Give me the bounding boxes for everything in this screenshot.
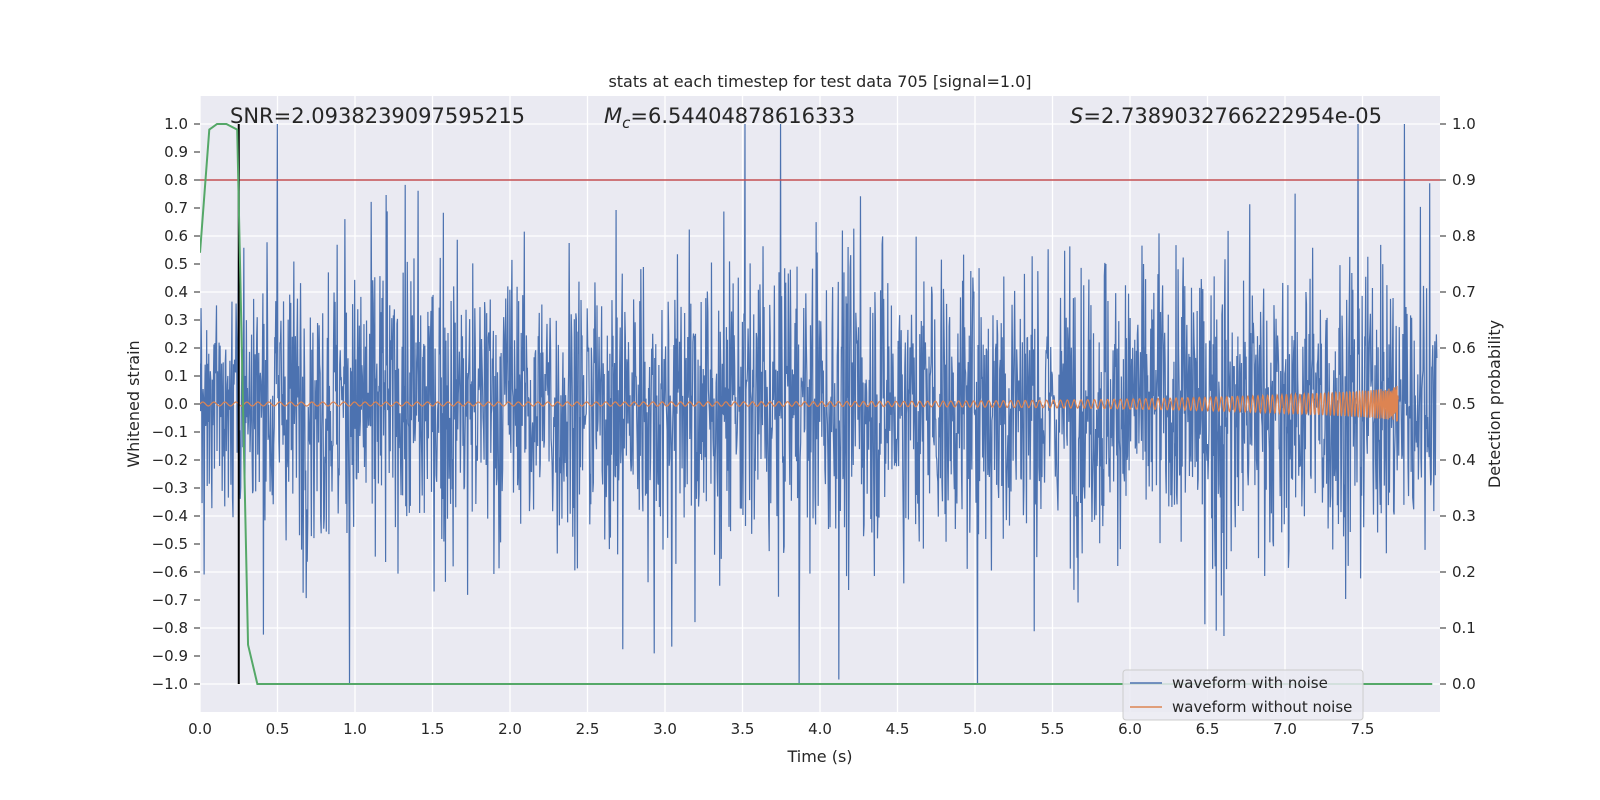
series-detection-probability	[200, 123, 1433, 685]
x-tick-label: 1.0	[343, 720, 367, 738]
y-tick-label: −0.1	[152, 423, 188, 441]
y2-tick-label: 0.9	[1452, 171, 1476, 189]
y2-tick-label: 1.0	[1452, 115, 1476, 133]
x-tick-label: 3.0	[653, 720, 677, 738]
y-tick-label: 0.2	[164, 339, 188, 357]
mc-symbol: M	[604, 104, 622, 128]
y-axis-label: Whitened strain	[124, 340, 143, 467]
x-tick-label: 7.5	[1351, 720, 1375, 738]
y2-axis-label: Detection probability	[1485, 320, 1504, 488]
y-tick-label: 0.1	[164, 367, 188, 385]
y-tick-label: 0.4	[164, 283, 188, 301]
x-tick-label: 0.0	[188, 720, 212, 738]
y-tick-label: −0.6	[152, 563, 188, 581]
series-waveform-with-noise	[200, 123, 1438, 685]
y-tick-label: 0.6	[164, 227, 188, 245]
mc-value: =6.54404878616333	[630, 104, 855, 128]
y-tick-label: −0.5	[152, 535, 188, 553]
y-tick-label: 0.5	[164, 255, 188, 273]
x-tick-label: 4.0	[808, 720, 832, 738]
x-tick-label: 5.5	[1041, 720, 1065, 738]
legend-label-noise: waveform with noise	[1172, 674, 1328, 692]
y-tick-label: 0.8	[164, 171, 188, 189]
x-tick-label: 2.0	[498, 720, 522, 738]
x-axis-label: Time (s)	[786, 747, 852, 766]
y-tick-label: −0.4	[152, 507, 188, 525]
y2-tick-label: 0.0	[1452, 675, 1476, 693]
x-tick-label: 7.0	[1273, 720, 1297, 738]
y-tick-label: 0.0	[164, 395, 188, 413]
x-tick-label: 6.0	[1118, 720, 1142, 738]
y-tick-label: 0.7	[164, 199, 188, 217]
y-tick-label: −0.2	[152, 451, 188, 469]
y2-tick-label: 0.2	[1452, 563, 1476, 581]
legend-label-clean: waveform without noise	[1172, 698, 1352, 716]
x-tick-label: 2.5	[576, 720, 600, 738]
y-tick-label: −0.3	[152, 479, 188, 497]
s-symbol: S	[1070, 104, 1083, 128]
x-axis-ticks: 0.0 0.5 1.0 1.5 2.0 2.5 3.0 3.5 4.0 4.5 5.0 5.5 6.0 6…	[188, 720, 1374, 738]
mc-annotation: Mc=6.54404878616333	[604, 104, 855, 132]
y2-tick-label: 0.6	[1452, 339, 1476, 357]
y-tick-label: −0.8	[152, 619, 188, 637]
y-tick-label: −1.0	[152, 675, 188, 693]
y-axis-ticks: 1.0 0.9 0.8 0.7 0.6 0.5 0.4 0.3 0.2 0.1 0.0 −0.1 −0.…	[152, 115, 200, 693]
x-tick-label: 3.5	[731, 720, 755, 738]
s-annotation: S=2.7389032766222954e-05	[1070, 104, 1382, 128]
y-tick-label: −0.7	[152, 591, 188, 609]
y-tick-label: 0.3	[164, 311, 188, 329]
x-tick-label: 1.5	[421, 720, 445, 738]
y-tick-label: 1.0	[164, 115, 188, 133]
y-tick-label: −0.9	[152, 647, 188, 665]
y2-tick-label: 0.1	[1452, 619, 1476, 637]
x-tick-label: 5.0	[963, 720, 987, 738]
chart-title: stats at each timestep for test data 705…	[608, 72, 1031, 91]
y-tick-label: 0.9	[164, 143, 188, 161]
snr-annotation: SNR=2.0938239097595215	[230, 104, 525, 128]
y2-tick-label: 0.8	[1452, 227, 1476, 245]
legend: waveform with noise waveform without noi…	[1122, 669, 1364, 721]
y2-tick-label: 0.3	[1452, 507, 1476, 525]
y2-axis-ticks: 1.0 0.9 0.8 0.7 0.6 0.5 0.4 0.3 0.2 0.1 0.0	[1440, 115, 1476, 693]
s-value: =2.7389032766222954e-05	[1083, 104, 1382, 128]
y2-tick-label: 0.7	[1452, 283, 1476, 301]
x-tick-label: 0.5	[266, 720, 290, 738]
x-tick-label: 4.5	[886, 720, 910, 738]
mc-subscript: c	[622, 114, 631, 132]
y2-tick-label: 0.4	[1452, 451, 1476, 469]
x-tick-label: 6.5	[1196, 720, 1220, 738]
y2-tick-label: 0.5	[1452, 395, 1476, 413]
series-waveform-without-noise	[200, 385, 1399, 422]
legend-frame	[1122, 669, 1364, 721]
